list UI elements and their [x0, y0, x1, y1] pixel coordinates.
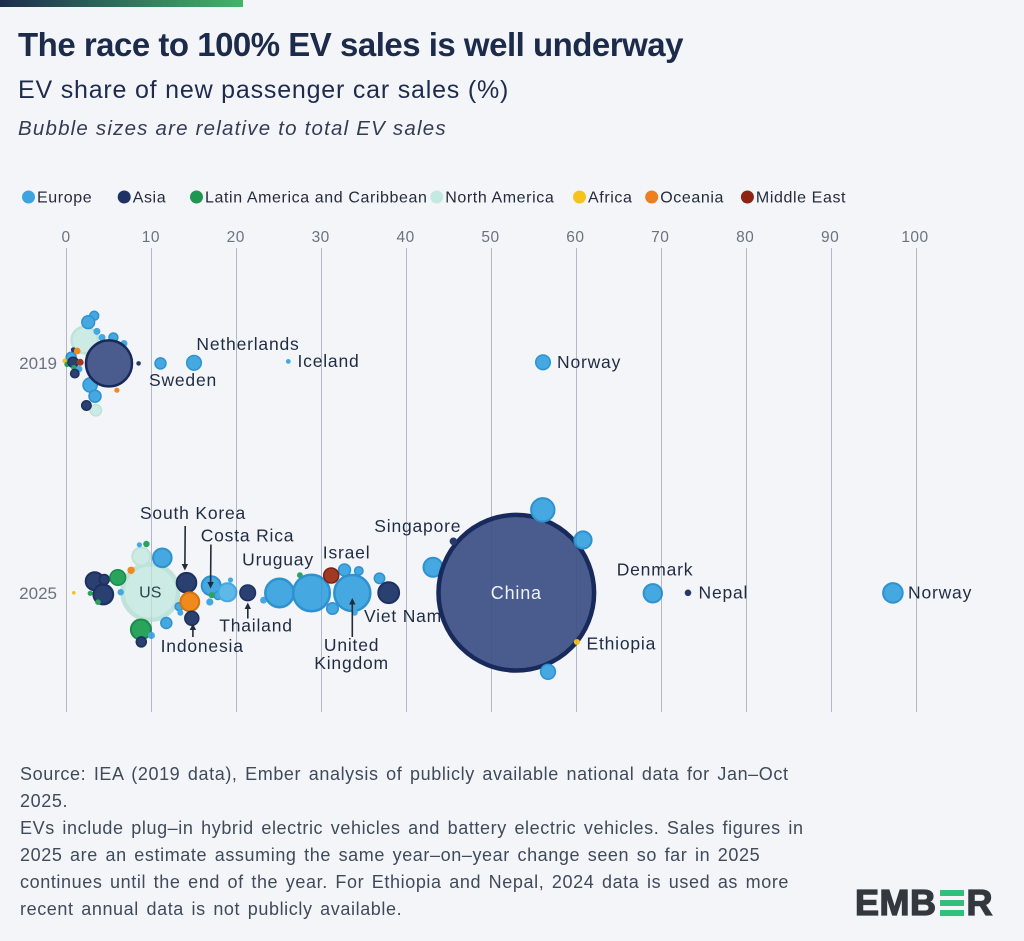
svg-text:Viet Nam: Viet Nam: [364, 606, 442, 626]
svg-text:Oceania: Oceania: [660, 190, 724, 207]
svg-text:Asia: Asia: [133, 190, 167, 207]
svg-text:Norway: Norway: [908, 583, 972, 603]
svg-text:Iceland: Iceland: [298, 351, 360, 371]
svg-text:North America: North America: [445, 190, 554, 207]
svg-text:South Korea: South Korea: [140, 503, 246, 523]
svg-text:60: 60: [566, 229, 584, 246]
svg-text:Africa: Africa: [588, 190, 633, 207]
svg-text:Thailand: Thailand: [219, 616, 293, 636]
svg-text:100: 100: [901, 229, 928, 246]
svg-text:Indonesia: Indonesia: [161, 636, 244, 656]
svg-text:20: 20: [227, 229, 245, 246]
svg-text:Norway: Norway: [557, 352, 621, 372]
svg-text:US: US: [139, 585, 161, 602]
svg-text:Israel: Israel: [323, 543, 371, 563]
svg-text:0: 0: [61, 229, 70, 246]
svg-text:Costa Rica: Costa Rica: [201, 526, 295, 546]
svg-text:70: 70: [651, 229, 669, 246]
svg-text:80: 80: [736, 229, 754, 246]
svg-text:30: 30: [312, 229, 330, 246]
svg-text:50: 50: [481, 229, 499, 246]
svg-text:Denmark: Denmark: [617, 560, 694, 580]
svg-text:90: 90: [821, 229, 839, 246]
svg-text:Nepal: Nepal: [699, 583, 749, 603]
svg-text:Middle East: Middle East: [756, 190, 846, 207]
svg-text:Latin America and Caribbean: Latin America and Caribbean: [205, 190, 428, 207]
svg-text:United: United: [324, 635, 379, 655]
svg-text:Uruguay: Uruguay: [242, 550, 314, 570]
svg-text:Netherlands: Netherlands: [196, 334, 299, 354]
svg-text:China: China: [491, 583, 542, 603]
svg-text:2025: 2025: [19, 584, 57, 603]
svg-text:2019: 2019: [19, 354, 57, 373]
svg-text:Kingdom: Kingdom: [314, 653, 389, 673]
svg-text:10: 10: [142, 229, 160, 246]
svg-text:Sweden: Sweden: [149, 370, 217, 390]
svg-text:Europe: Europe: [37, 190, 92, 207]
svg-text:Singapore: Singapore: [374, 516, 461, 536]
svg-text:Ethiopia: Ethiopia: [587, 634, 657, 654]
svg-text:40: 40: [396, 229, 414, 246]
